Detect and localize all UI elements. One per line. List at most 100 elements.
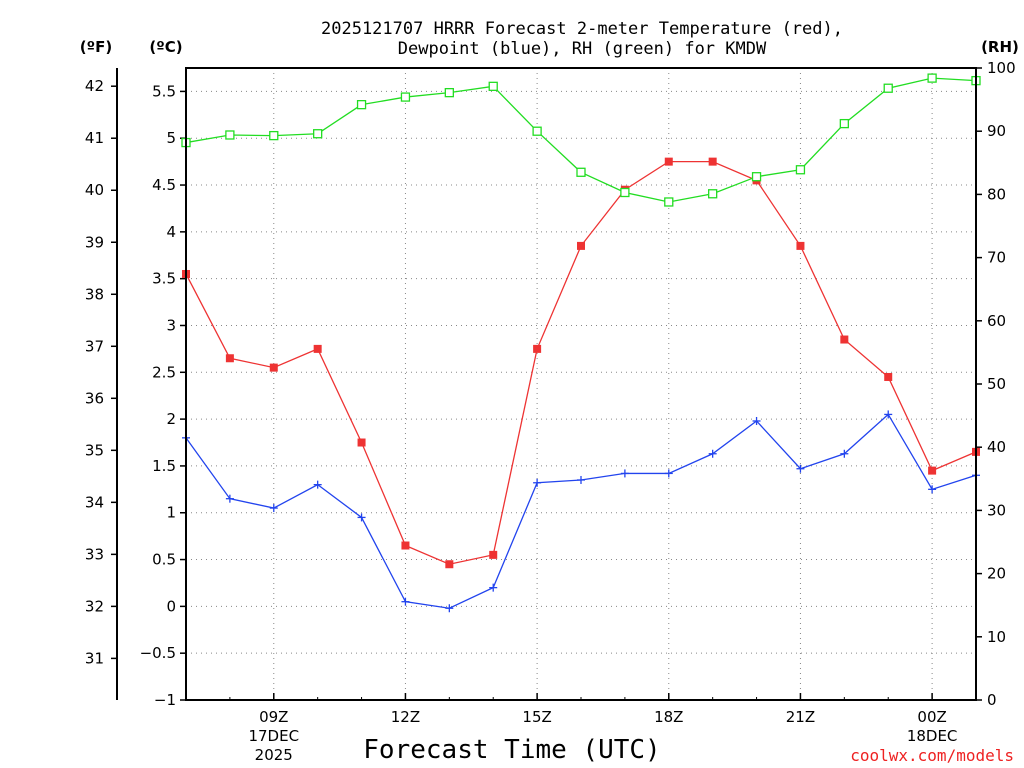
rh-point <box>883 83 893 93</box>
rh-tick-label: 0 <box>987 691 997 709</box>
rh-tick-label: 60 <box>987 312 1006 330</box>
fahrenheit-tick-label: 34 <box>85 493 104 511</box>
temperature-point <box>928 466 937 475</box>
x-tick-label: 00Z <box>917 708 946 726</box>
rh-point <box>356 100 367 110</box>
dewpoint-point <box>269 504 278 513</box>
temperature-point <box>796 241 805 250</box>
x-tick-date-label: 17DEC <box>248 727 299 745</box>
temperature-point <box>357 438 366 447</box>
fahrenheit-tick-label: 31 <box>85 649 104 667</box>
dewpoint-point <box>752 416 761 425</box>
rh-point <box>225 130 235 140</box>
temperature-point <box>489 550 498 559</box>
temperature-point <box>445 560 454 569</box>
temperature-point <box>840 335 849 344</box>
x-tick-label: 21Z <box>786 708 815 726</box>
x-tick-date-label: 18DEC <box>907 727 958 745</box>
rh-point <box>795 165 806 175</box>
temperature-point <box>884 372 893 381</box>
rh-point <box>620 187 630 198</box>
rh-point <box>751 172 762 182</box>
credit-text: coolwx.com/models <box>850 746 1014 765</box>
temperature-point <box>269 363 278 372</box>
dewpoint-point <box>664 469 673 478</box>
celsius-tick-label: 0.5 <box>152 551 176 569</box>
rh-point <box>444 87 454 98</box>
celsius-tick-label: 1 <box>166 504 176 522</box>
chart-title-line2: Dewpoint (blue), RH (green) for KMDW <box>398 39 767 59</box>
celsius-tick-label: 4 <box>166 223 176 241</box>
fahrenheit-tick-label: 42 <box>85 77 104 95</box>
dewpoint-point <box>577 475 585 484</box>
rh-tick-label: 100 <box>987 59 1016 77</box>
temperature-point <box>313 344 322 353</box>
temperature-point <box>533 344 542 353</box>
axes: −1 −0.5 0 0.5 1 1.5 2 2.5 3 3.5 4 4.5 5 5.5 31 32 33 34 35… <box>85 59 1016 764</box>
x-tick-year-label: 2025 <box>255 746 293 764</box>
fahrenheit-tick-label: 35 <box>85 441 104 459</box>
celsius-tick-label: 5.5 <box>152 82 176 100</box>
fahrenheit-tick-label: 40 <box>85 181 104 199</box>
series-line-dewpoint <box>185 413 977 609</box>
x-axis-label: Forecast Time (UTC) <box>363 735 660 765</box>
series-line-temperature <box>185 160 977 565</box>
rh-point <box>664 197 674 207</box>
celsius-tick-label: 2 <box>166 410 176 428</box>
temperature-point <box>577 241 585 250</box>
celsius-tick-label: 3 <box>166 316 176 334</box>
series-line-rh <box>185 77 977 203</box>
dewpoint-point <box>313 480 322 489</box>
chart-title-line1: 2025121707 HRRR Forecast 2-meter Tempera… <box>321 19 843 39</box>
dewpoint-point <box>445 604 454 613</box>
temperature-point <box>401 541 410 550</box>
fahrenheit-tick-label: 32 <box>85 597 104 615</box>
rh-tick-label: 80 <box>987 185 1006 203</box>
rh-point <box>576 167 586 177</box>
fahrenheit-tick-label: 37 <box>85 337 104 355</box>
fahrenheit-tick-label: 33 <box>85 545 104 563</box>
rh-point <box>708 189 718 199</box>
dewpoint-point <box>928 485 937 494</box>
rh-tick-label: 30 <box>987 501 1006 519</box>
celsius-tick-label: 2.5 <box>152 363 176 381</box>
x-tick-label: 12Z <box>391 708 420 726</box>
dewpoint-point <box>357 513 366 522</box>
rh-point <box>269 130 279 141</box>
plot-frame <box>185 67 977 701</box>
dewpoint-point <box>796 464 805 473</box>
data-series <box>181 73 981 613</box>
rh-point <box>532 126 542 136</box>
rh-tick-label: 50 <box>987 375 1006 393</box>
celsius-tick-label: −1 <box>154 691 176 709</box>
grid-lines <box>186 68 976 700</box>
fahrenheit-tick-label: 39 <box>85 233 104 251</box>
rh-point <box>927 73 937 83</box>
rh-tick-label: 40 <box>987 438 1006 456</box>
rh-point <box>400 92 411 102</box>
temperature-point <box>664 157 673 166</box>
celsius-tick-label: 1.5 <box>152 457 176 475</box>
celsius-tick-label: 3.5 <box>152 270 176 288</box>
temperature-point <box>708 157 717 166</box>
dewpoint-point <box>533 478 542 487</box>
dewpoint-point <box>840 449 849 458</box>
dewpoint-point <box>225 494 234 503</box>
dewpoint-point <box>489 583 498 592</box>
fahrenheit-axis-label: (ºF) <box>80 38 112 56</box>
dewpoint-point <box>708 449 717 458</box>
fahrenheit-tick-label: 36 <box>85 389 104 407</box>
rh-point <box>839 118 849 129</box>
fahrenheit-tick-label: 38 <box>85 285 104 303</box>
rh-tick-label: 10 <box>987 628 1006 646</box>
rh-tick-label: 20 <box>987 565 1006 583</box>
celsius-tick-label: 5 <box>166 129 176 147</box>
x-tick-label: 15Z <box>522 708 551 726</box>
celsius-tick-label: 4.5 <box>152 176 176 194</box>
dewpoint-point <box>401 597 410 606</box>
dewpoint-point <box>620 469 629 478</box>
celsius-axis-label: (ºC) <box>149 38 182 56</box>
x-tick-label: 09Z <box>259 708 288 726</box>
celsius-tick-label: −0.5 <box>140 644 176 662</box>
